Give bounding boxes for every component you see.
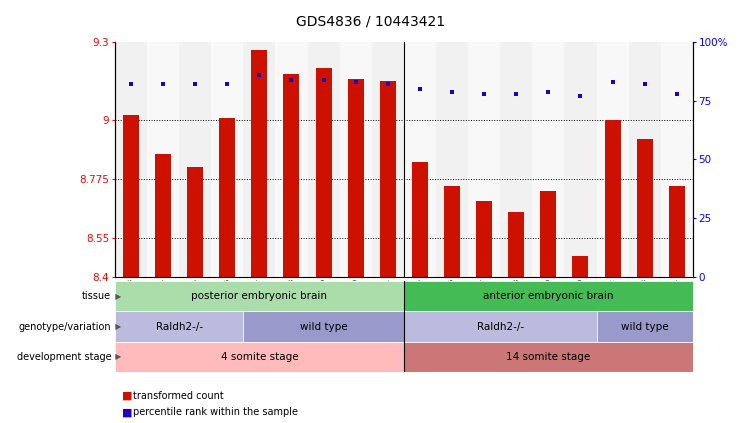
Bar bbox=[147, 42, 179, 277]
Text: 4 somite stage: 4 somite stage bbox=[221, 352, 298, 362]
Text: Raldh2-/-: Raldh2-/- bbox=[156, 321, 202, 332]
Text: ▶: ▶ bbox=[113, 291, 122, 301]
Bar bbox=[668, 186, 685, 277]
Point bbox=[671, 91, 682, 97]
Bar bbox=[339, 42, 372, 277]
Point bbox=[318, 77, 330, 83]
Point bbox=[511, 91, 522, 97]
Bar bbox=[540, 191, 556, 277]
Bar bbox=[211, 42, 243, 277]
Bar bbox=[404, 281, 693, 311]
Bar bbox=[532, 42, 565, 277]
Bar bbox=[115, 342, 404, 372]
Bar bbox=[412, 162, 428, 277]
Point bbox=[125, 81, 137, 88]
Bar bbox=[404, 42, 436, 277]
Point bbox=[446, 88, 458, 95]
Text: transformed count: transformed count bbox=[133, 390, 224, 401]
Point bbox=[253, 72, 265, 79]
Text: development stage: development stage bbox=[16, 352, 111, 362]
Bar bbox=[404, 311, 597, 342]
Text: ▶: ▶ bbox=[113, 322, 122, 331]
Bar bbox=[500, 42, 532, 277]
Bar bbox=[348, 79, 364, 277]
Bar bbox=[597, 42, 628, 277]
Bar bbox=[308, 42, 339, 277]
Bar bbox=[251, 50, 268, 277]
Point bbox=[478, 91, 490, 97]
Text: wild type: wild type bbox=[300, 321, 348, 332]
Text: tissue: tissue bbox=[82, 291, 111, 301]
Bar bbox=[187, 167, 203, 277]
Bar bbox=[179, 42, 211, 277]
Text: GDS4836 / 10443421: GDS4836 / 10443421 bbox=[296, 15, 445, 29]
Bar bbox=[597, 311, 693, 342]
Bar bbox=[155, 154, 171, 277]
Point bbox=[382, 81, 393, 88]
Bar bbox=[508, 212, 524, 277]
Point bbox=[285, 77, 297, 83]
Bar bbox=[219, 118, 235, 277]
Point bbox=[639, 81, 651, 88]
Bar bbox=[283, 74, 299, 277]
Point bbox=[222, 81, 233, 88]
Bar bbox=[115, 281, 404, 311]
Text: genotype/variation: genotype/variation bbox=[19, 321, 111, 332]
Bar bbox=[115, 42, 147, 277]
Bar bbox=[565, 42, 597, 277]
Bar bbox=[276, 42, 308, 277]
Bar bbox=[605, 121, 620, 277]
Point bbox=[414, 86, 426, 93]
Bar bbox=[379, 81, 396, 277]
Text: anterior embryonic brain: anterior embryonic brain bbox=[483, 291, 614, 301]
Point bbox=[189, 81, 201, 88]
Point bbox=[574, 93, 586, 99]
Bar bbox=[316, 69, 332, 277]
Bar bbox=[404, 342, 693, 372]
Point bbox=[607, 79, 619, 85]
Bar bbox=[628, 42, 661, 277]
Text: wild type: wild type bbox=[621, 321, 668, 332]
Bar bbox=[468, 42, 500, 277]
Bar bbox=[476, 201, 492, 277]
Bar bbox=[115, 311, 243, 342]
Point bbox=[350, 79, 362, 85]
Text: percentile rank within the sample: percentile rank within the sample bbox=[133, 407, 299, 418]
Bar bbox=[243, 311, 404, 342]
Text: ■: ■ bbox=[122, 390, 133, 401]
Text: 14 somite stage: 14 somite stage bbox=[506, 352, 591, 362]
Bar bbox=[123, 115, 139, 277]
Text: ■: ■ bbox=[122, 407, 133, 418]
Text: Raldh2-/-: Raldh2-/- bbox=[476, 321, 524, 332]
Bar bbox=[243, 42, 276, 277]
Text: ▶: ▶ bbox=[113, 352, 122, 362]
Bar bbox=[637, 139, 653, 277]
Bar bbox=[436, 42, 468, 277]
Point bbox=[157, 81, 169, 88]
Text: posterior embryonic brain: posterior embryonic brain bbox=[191, 291, 328, 301]
Bar bbox=[444, 186, 460, 277]
Bar bbox=[661, 42, 693, 277]
Bar bbox=[372, 42, 404, 277]
Bar bbox=[572, 256, 588, 277]
Point bbox=[542, 88, 554, 95]
